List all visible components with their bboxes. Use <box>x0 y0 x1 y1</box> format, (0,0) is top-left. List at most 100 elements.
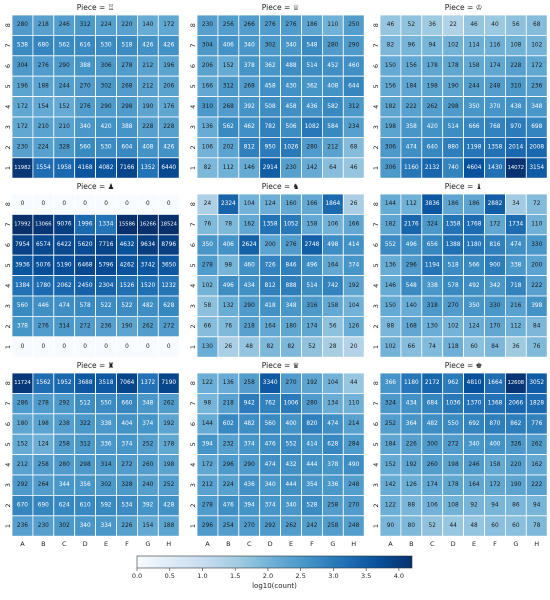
cell-value-label: 206 <box>163 83 174 89</box>
cell-value-label: 740 <box>448 165 459 171</box>
cell-value-label: 970 <box>510 124 521 130</box>
cell-value-label: 870 <box>489 421 500 427</box>
cell-value-label: 152 <box>223 63 234 69</box>
cell-value-label: 306 <box>385 145 396 151</box>
cell-value-label: 4082 <box>99 165 114 171</box>
cell-value-label: 280 <box>306 401 317 407</box>
cell-value-label: 212 <box>142 83 153 89</box>
cell-value-label: 364 <box>406 421 417 427</box>
cell-value-label: 348 <box>142 401 153 407</box>
cell-value-label: 0 <box>125 344 129 350</box>
cell-value-label: 260 <box>427 462 438 468</box>
file-tick-label: F <box>125 540 129 548</box>
cell-value-label: 172 <box>489 482 500 488</box>
cell-value-label: 0 <box>104 201 108 207</box>
cell-value-label: 458 <box>286 104 297 110</box>
cell-value-label: 388 <box>80 63 91 69</box>
heatmap-cell <box>342 157 365 179</box>
cell-value-label: 0 <box>41 344 45 350</box>
cell-value-label: 110 <box>348 401 359 407</box>
cell-value-label: 3340 <box>263 380 278 386</box>
cell-value-label: 44 <box>350 380 358 386</box>
cell-value-label: 284 <box>348 441 359 447</box>
cell-value-label: 578 <box>448 283 459 289</box>
cell-value-label: 9076 <box>57 222 72 228</box>
heatmap-cell <box>342 515 365 537</box>
cell-value-label: 356 <box>80 482 91 488</box>
cell-value-label: 394 <box>202 441 213 447</box>
rank-tick-label: 6 <box>372 243 380 247</box>
cell-value-label: 398 <box>531 303 542 309</box>
cell-value-label: 210 <box>38 124 49 130</box>
cell-value-label: 474 <box>406 145 417 151</box>
rank-tick-label: 3 <box>189 483 197 487</box>
cell-value-label: 292 <box>17 482 28 488</box>
cell-value-label: 522 <box>121 303 132 309</box>
cell-value-label: 118 <box>448 344 459 350</box>
cell-value-label: 106 <box>327 222 338 228</box>
cell-value-label: 340 <box>80 523 91 529</box>
cell-value-label: 660 <box>121 401 132 407</box>
cell-value-label: 562 <box>59 43 70 49</box>
rank-tick-label: 1 <box>189 524 197 528</box>
cell-value-label: 166 <box>202 83 213 89</box>
cell-value-label: 812 <box>244 145 255 151</box>
cell-value-label: 0 <box>146 344 150 350</box>
cell-value-label: 230 <box>286 165 297 171</box>
cell-value-label: 2882 <box>488 201 503 207</box>
cell-value-label: 584 <box>327 124 338 130</box>
cell-value-label: 78 <box>225 222 233 228</box>
cell-value-label: 186 <box>469 201 480 207</box>
rank-tick-label: 5 <box>189 84 197 88</box>
cell-value-label: 124 <box>265 201 276 207</box>
cell-value-label: 336 <box>327 482 338 488</box>
file-tick-label: C <box>430 540 435 548</box>
cell-value-label: 1388 <box>446 242 461 248</box>
cell-value-label: 190 <box>448 83 459 89</box>
cell-value-label: 110 <box>531 222 542 228</box>
cell-value-label: 616 <box>80 43 91 49</box>
cell-value-label: 610 <box>80 503 91 509</box>
colorbar-tick-label: 1.0 <box>197 572 207 580</box>
cell-value-label: 4632 <box>120 242 135 248</box>
cell-value-label: 374 <box>244 441 255 447</box>
cell-value-label: 156 <box>406 63 417 69</box>
cell-value-label: 298 <box>448 104 459 110</box>
rank-tick-label: 2 <box>372 504 380 508</box>
panel-title: Piece = ♚ <box>445 361 483 370</box>
colorbar-tick-label: 2.5 <box>296 572 306 580</box>
cell-value-label: 302 <box>101 83 112 89</box>
cell-value-label: 316 <box>306 303 317 309</box>
cell-value-label: 216 <box>510 303 521 309</box>
cell-value-label: 490 <box>348 462 359 468</box>
cell-value-label: 1430 <box>488 165 503 171</box>
rank-tick-label: 5 <box>189 263 197 267</box>
cell-value-label: 186 <box>306 22 317 28</box>
cell-value-label: 76 <box>225 324 233 330</box>
cell-value-label: 228 <box>163 124 174 130</box>
cell-value-label: 258 <box>327 503 338 509</box>
cell-value-label: 268 <box>244 83 255 89</box>
cell-value-label: 68 <box>533 22 541 28</box>
cell-value-label: 0 <box>62 344 66 350</box>
rank-tick-label: 1 <box>189 166 197 170</box>
cell-value-label: 234 <box>348 124 359 130</box>
cell-value-label: 228 <box>510 63 521 69</box>
cell-value-label: 192 <box>163 421 174 427</box>
cell-value-label: 248 <box>348 482 359 488</box>
cell-value-label: 5076 <box>36 262 51 268</box>
cell-value-label: 240 <box>142 482 153 488</box>
cell-value-label: 2062 <box>57 283 72 289</box>
cell-value-label: 190 <box>510 482 521 488</box>
cell-value-label: 76 <box>533 344 541 350</box>
panel-title: Piece = ♛ <box>262 361 300 370</box>
cell-value-label: 474 <box>510 242 521 248</box>
cell-value-label: 460 <box>244 262 255 268</box>
cell-value-label: 426 <box>163 43 174 49</box>
cell-value-label: 158 <box>489 462 500 468</box>
rank-tick-label: 5 <box>372 84 380 88</box>
cell-value-label: 300 <box>427 441 438 447</box>
file-tick-label: F <box>310 540 314 548</box>
cell-value-label: 0 <box>167 344 171 350</box>
